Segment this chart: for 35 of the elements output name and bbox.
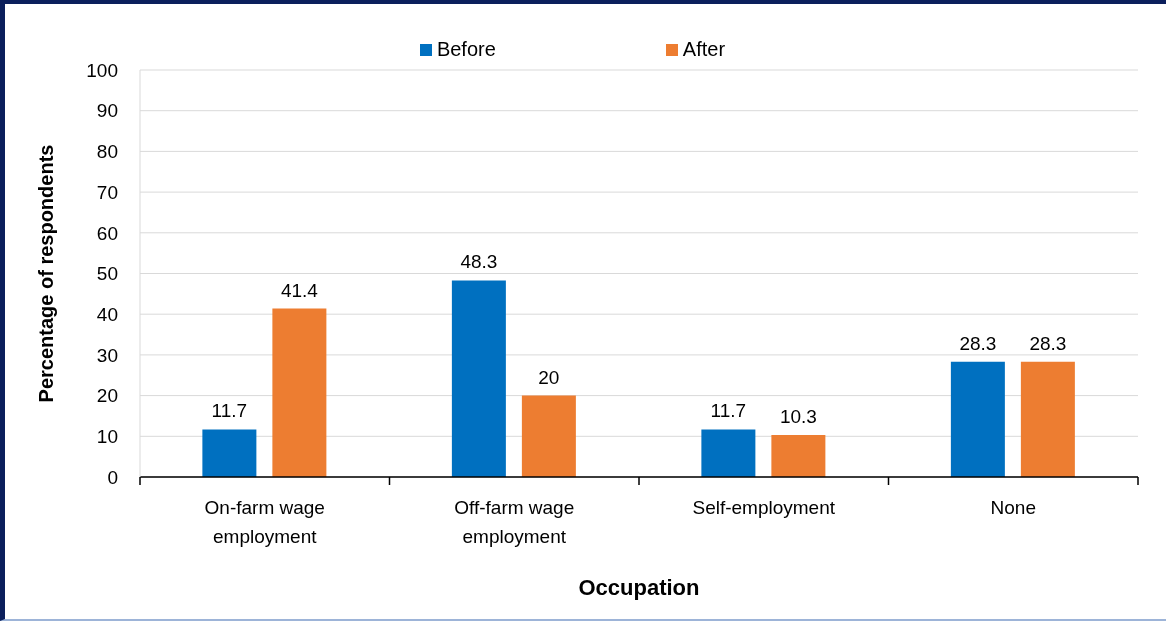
bar xyxy=(771,435,826,477)
y-tick-label: 10 xyxy=(96,426,118,448)
data-label: 11.7 xyxy=(710,400,747,422)
legend-label: After xyxy=(682,38,726,61)
x-tick-label: None xyxy=(990,497,1036,518)
data-label: 48.3 xyxy=(460,251,498,273)
y-tick-label: 0 xyxy=(107,466,118,488)
legend-label: Before xyxy=(436,38,496,61)
y-tick-label: 30 xyxy=(96,344,118,366)
data-label: 28.3 xyxy=(959,332,997,354)
x-tick-label: Self-employment xyxy=(692,497,836,518)
y-axis-title: Percentage of respondents xyxy=(35,144,58,403)
y-tick-label: 50 xyxy=(96,263,118,285)
data-label: 11.7 xyxy=(211,400,248,422)
data-label: 20 xyxy=(538,366,560,388)
bar xyxy=(701,429,756,477)
x-tick-label: On-farm wage employment xyxy=(204,497,325,547)
data-label: 10.3 xyxy=(779,406,817,428)
bar xyxy=(451,280,506,477)
y-tick-label: 80 xyxy=(96,141,118,163)
bar xyxy=(272,308,327,477)
y-tick-label: 100 xyxy=(86,59,118,81)
bar xyxy=(521,395,576,477)
bar xyxy=(1020,361,1075,477)
bar xyxy=(202,429,257,477)
y-tick-label: 40 xyxy=(96,303,118,325)
y-tick-label: 90 xyxy=(96,100,118,122)
bar xyxy=(950,361,1005,477)
x-axis-title: Occupation xyxy=(578,575,700,600)
y-tick-label: 60 xyxy=(96,222,118,244)
data-label: 28.3 xyxy=(1029,332,1067,354)
y-tick-label: 20 xyxy=(96,385,118,407)
y-tick-label: 70 xyxy=(96,181,118,203)
data-label: 41.4 xyxy=(280,279,319,301)
x-tick-label: Off-farm wage employment xyxy=(454,497,575,547)
